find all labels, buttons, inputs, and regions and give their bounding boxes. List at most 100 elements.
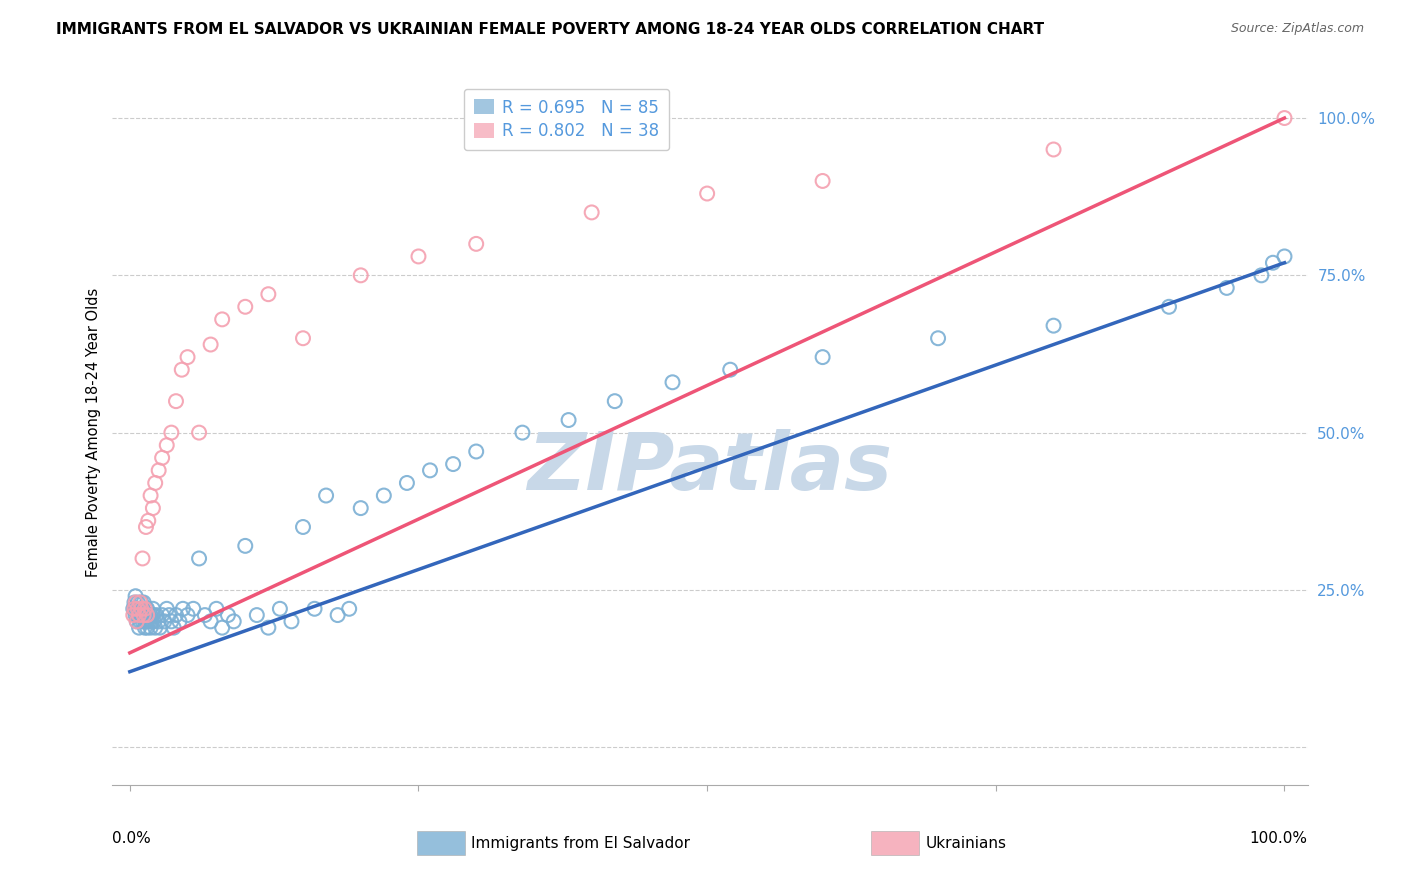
Point [127, 608, 149, 623]
Point [131, 615, 153, 629]
Point [165, 608, 187, 623]
Point [135, 520, 157, 534]
Point [138, 615, 160, 629]
Point [718, 362, 741, 376]
Point [292, 331, 315, 345]
Point [1042, 143, 1064, 157]
Point [233, 539, 256, 553]
Point [326, 608, 349, 623]
Point [280, 615, 302, 629]
Point [122, 608, 145, 623]
Point [373, 489, 395, 503]
Point [129, 615, 152, 629]
Point [696, 186, 718, 201]
Point [135, 602, 157, 616]
Text: 0.0%: 0.0% [112, 830, 152, 846]
Point [927, 331, 949, 345]
FancyBboxPatch shape [872, 830, 920, 855]
Point [246, 608, 269, 623]
Point [141, 615, 163, 629]
Point [150, 608, 173, 623]
Point [257, 287, 280, 301]
Point [205, 602, 228, 616]
Point [131, 602, 153, 616]
Point [131, 608, 153, 623]
Point [125, 615, 148, 629]
Point [1216, 281, 1239, 295]
Point [131, 602, 153, 616]
Point [304, 602, 326, 616]
Point [136, 608, 159, 623]
Point [139, 621, 162, 635]
Point [160, 615, 183, 629]
Point [1250, 268, 1272, 283]
Text: Ukrainians: Ukrainians [925, 836, 1007, 851]
Point [132, 595, 155, 609]
Point [135, 608, 157, 623]
Point [269, 602, 291, 616]
Point [157, 608, 180, 623]
Point [150, 450, 173, 465]
Point [142, 501, 165, 516]
Point [129, 608, 152, 623]
Point [128, 608, 150, 623]
Point [1261, 256, 1284, 270]
Point [136, 608, 159, 623]
Point [603, 394, 626, 409]
Y-axis label: Female Poverty Among 18-24 Year Olds: Female Poverty Among 18-24 Year Olds [86, 288, 101, 577]
Text: IMMIGRANTS FROM EL SALVADOR VS UKRAINIAN FEMALE POVERTY AMONG 18-24 YEAR OLDS CO: IMMIGRANTS FROM EL SALVADOR VS UKRAINIAN… [56, 22, 1045, 37]
Point [139, 489, 162, 503]
Point [134, 621, 156, 635]
Point [134, 615, 156, 629]
Point [557, 413, 579, 427]
Point [136, 621, 159, 635]
Point [408, 250, 430, 264]
Point [136, 615, 159, 629]
Point [211, 312, 233, 326]
Point [143, 615, 166, 629]
Point [172, 602, 194, 616]
Point [176, 350, 198, 364]
Point [350, 501, 373, 516]
Point [419, 463, 441, 477]
Point [129, 595, 152, 609]
Text: 100.0%: 100.0% [1250, 830, 1308, 846]
Point [148, 615, 170, 629]
Point [131, 595, 153, 609]
Text: Source: ZipAtlas.com: Source: ZipAtlas.com [1230, 22, 1364, 36]
Point [142, 602, 165, 616]
Point [188, 551, 211, 566]
Legend: R = 0.695   N = 85, R = 0.802   N = 38: R = 0.695 N = 85, R = 0.802 N = 38 [464, 88, 669, 151]
Point [233, 300, 256, 314]
Point [170, 362, 193, 376]
Point [134, 602, 156, 616]
Point [131, 602, 153, 616]
Point [465, 236, 488, 251]
FancyBboxPatch shape [418, 830, 465, 855]
Point [153, 615, 176, 629]
Point [181, 602, 204, 616]
Point [163, 621, 186, 635]
Point [257, 621, 280, 635]
Point [188, 425, 211, 440]
Point [292, 520, 315, 534]
Point [200, 615, 222, 629]
Point [145, 608, 167, 623]
Point [132, 608, 155, 623]
Point [200, 337, 222, 351]
Point [127, 602, 149, 616]
Point [217, 608, 239, 623]
Point [156, 438, 179, 452]
Point [169, 615, 191, 629]
Point [139, 608, 162, 623]
Point [165, 394, 187, 409]
Point [315, 489, 337, 503]
Point [661, 376, 683, 390]
Point [811, 350, 834, 364]
Point [122, 602, 145, 616]
Point [350, 268, 373, 283]
Point [581, 205, 603, 219]
Point [124, 608, 146, 623]
Point [125, 615, 148, 629]
Point [136, 602, 159, 616]
